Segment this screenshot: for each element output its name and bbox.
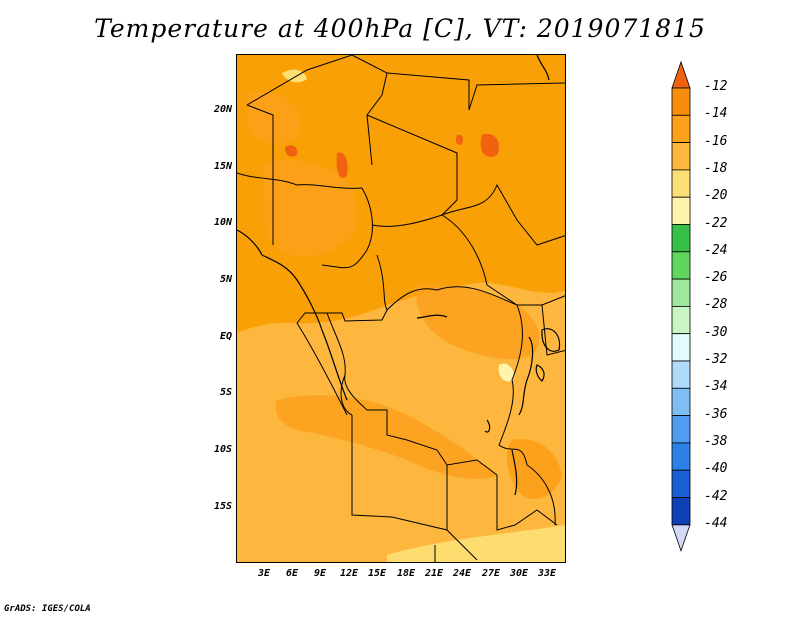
colorbar-box: [671, 142, 691, 171]
lat-label: EQ: [219, 331, 232, 342]
lat-label: 15S: [213, 501, 232, 512]
lon-label: 33E: [537, 568, 557, 579]
colorbar-box: [671, 251, 691, 280]
lat-label: 15N: [213, 161, 232, 172]
colorbar-tick-label: -18: [704, 160, 728, 176]
colorbar-tick-label: -36: [704, 406, 728, 422]
colorbar-tick-label: -14: [704, 106, 728, 122]
lon-label: 27E: [481, 568, 501, 579]
colorbar-tick-label: -20: [704, 188, 728, 204]
lat-label: 5S: [219, 387, 232, 398]
field-hot-patch-4: [455, 134, 464, 145]
colorbar-box: [671, 360, 691, 389]
colorbar-top-arrow: [671, 60, 691, 89]
field-nigeria-pale: [262, 159, 358, 257]
colorbar-box: [671, 196, 691, 225]
field-south-band: [275, 395, 497, 480]
colorbar-tick-label: -22: [704, 215, 728, 231]
colorbar-bottom-arrow: [671, 524, 691, 553]
lon-label: 12E: [339, 568, 359, 579]
lon-label: 3E: [257, 568, 271, 579]
field-southeast-warm: [506, 439, 562, 499]
colorbar-tick-label: -24: [704, 242, 728, 258]
colorbar-tick-label: -32: [704, 352, 728, 367]
colorbar-box: [671, 415, 691, 444]
colorbar-box: [671, 497, 691, 526]
colorbar-box: [671, 387, 691, 416]
colorbar-box: [671, 278, 691, 307]
lat-label: 5N: [219, 274, 232, 285]
lat-label: 10N: [213, 217, 232, 228]
lon-label: 6E: [285, 568, 299, 579]
colorbar-box: [671, 442, 691, 471]
lat-label: 10S: [213, 444, 232, 455]
lon-label: 18E: [396, 568, 416, 579]
lon-label: 30E: [509, 568, 529, 579]
chart-title: Temperature at 400hPa [C], VT: 201907181…: [94, 14, 706, 43]
colorbar-tick-label: -38: [704, 433, 728, 449]
colorbar-box: [671, 469, 691, 498]
field-lake-pale: [498, 363, 514, 382]
colorbar-box: [671, 224, 691, 253]
colorbar-box: [671, 114, 691, 143]
colorbar-tick-label: -44: [704, 515, 728, 531]
colorbar-box: [671, 169, 691, 198]
colorbar-tick-label: -12: [704, 79, 728, 94]
colorbar-tick-label: -34: [704, 379, 728, 395]
field-hot-patch-1: [284, 145, 298, 157]
temperature-map: [236, 54, 566, 563]
lon-label: 15E: [367, 568, 387, 579]
colorbar-tick-label: -42: [704, 488, 728, 504]
field-hot-patch-3: [480, 133, 500, 157]
colorbar-tick-label: -30: [704, 324, 728, 340]
colorbar-tick-label: -40: [704, 461, 728, 477]
field-north-warm: [237, 55, 565, 333]
colorbar-box: [671, 305, 691, 335]
lon-label: 24E: [452, 568, 472, 579]
field-hot-patch-2: [336, 152, 348, 179]
lat-label: 20N: [213, 104, 232, 115]
field-top-pale: [282, 69, 307, 83]
map-canvas: [237, 55, 565, 562]
coastlines: [237, 55, 561, 496]
credit-text: GrADS: IGES/COLA: [4, 604, 91, 614]
colorbar-box: [671, 87, 691, 116]
colorbar-tick-label: -28: [704, 297, 728, 313]
colorbar-tick-label: -16: [704, 133, 728, 149]
colorbar: [671, 60, 691, 553]
colorbar-box: [671, 333, 691, 362]
field-congo-band: [416, 283, 540, 360]
country-borders: [237, 55, 565, 562]
lon-label: 21E: [424, 568, 444, 579]
lon-label: 9E: [313, 568, 327, 579]
colorbar-tick-label: -26: [704, 270, 728, 286]
field-south-pale: [387, 525, 565, 562]
